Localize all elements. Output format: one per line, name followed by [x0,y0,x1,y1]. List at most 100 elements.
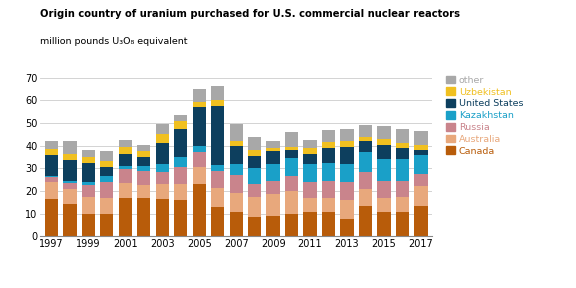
Bar [45,199,58,236]
Bar [340,147,354,164]
Bar [119,147,132,154]
Bar [396,159,409,181]
Bar [267,151,280,164]
Bar [174,157,187,167]
Bar [211,207,224,236]
Bar [82,182,95,185]
Bar [248,217,262,236]
Bar [229,164,243,175]
Bar [340,200,354,219]
Bar [192,89,206,101]
Text: million pounds U₃O₈ equivalent: million pounds U₃O₈ equivalent [40,37,188,46]
Bar [137,145,150,151]
Bar [267,141,280,148]
Bar [156,124,169,134]
Bar [174,200,187,236]
Bar [100,182,113,198]
Bar [248,150,262,156]
Bar [229,213,243,236]
Bar [359,137,372,141]
Bar [82,213,95,236]
Bar [248,168,262,184]
Bar [63,154,77,160]
Bar [174,129,187,157]
Bar [174,115,187,121]
Bar [82,197,95,213]
Bar [396,143,409,148]
Bar [414,155,427,174]
Bar [396,197,409,213]
Bar [414,131,427,145]
Bar [63,189,77,204]
Bar [377,139,391,145]
Bar [82,163,95,182]
Bar [137,157,150,166]
Bar [285,150,298,158]
Bar [267,216,280,236]
Bar [267,181,280,194]
Bar [267,148,280,151]
Bar [304,140,317,148]
Bar [156,134,169,143]
Bar [192,146,206,152]
Bar [119,183,132,198]
Bar [304,182,317,198]
Bar [322,142,335,148]
Bar [340,141,354,147]
Bar [137,166,150,170]
Bar [322,198,335,213]
Bar [100,162,113,167]
Bar [396,129,409,143]
Bar [340,219,354,236]
Bar [304,164,317,182]
Bar [229,175,243,193]
Bar [322,213,335,236]
Bar [100,151,113,162]
Bar [174,121,187,129]
Bar [377,198,391,213]
Bar [63,181,77,183]
Bar [192,167,206,184]
Bar [322,163,335,181]
Bar [322,181,335,198]
Bar [63,183,77,189]
Bar [304,154,317,164]
Bar [137,151,150,157]
Bar [396,148,409,159]
Legend: other, Uzbekistan, United States, Kazakhstan, Russia, Australia, Canada: other, Uzbekistan, United States, Kazakh… [445,75,524,157]
Bar [156,184,169,199]
Bar [414,145,427,150]
Bar [137,170,150,185]
Bar [100,198,113,213]
Bar [63,204,77,236]
Bar [192,102,206,107]
Bar [229,124,243,141]
Bar [119,140,132,147]
Bar [100,213,113,236]
Bar [377,145,391,159]
Bar [211,187,224,207]
Bar [340,129,354,141]
Bar [45,149,58,155]
Bar [82,185,95,197]
Bar [192,152,206,167]
Bar [100,176,113,182]
Bar [192,184,206,236]
Bar [211,101,224,106]
Bar [156,164,169,172]
Bar [229,146,243,164]
Bar [137,185,150,198]
Bar [340,182,354,200]
Bar [267,194,280,216]
Bar [414,150,427,155]
Bar [63,141,77,154]
Bar [211,165,224,170]
Bar [45,176,58,177]
Bar [285,147,298,150]
Bar [156,143,169,164]
Bar [137,198,150,236]
Bar [285,132,298,147]
Bar [414,174,427,186]
Bar [359,206,372,236]
Bar [396,213,409,236]
